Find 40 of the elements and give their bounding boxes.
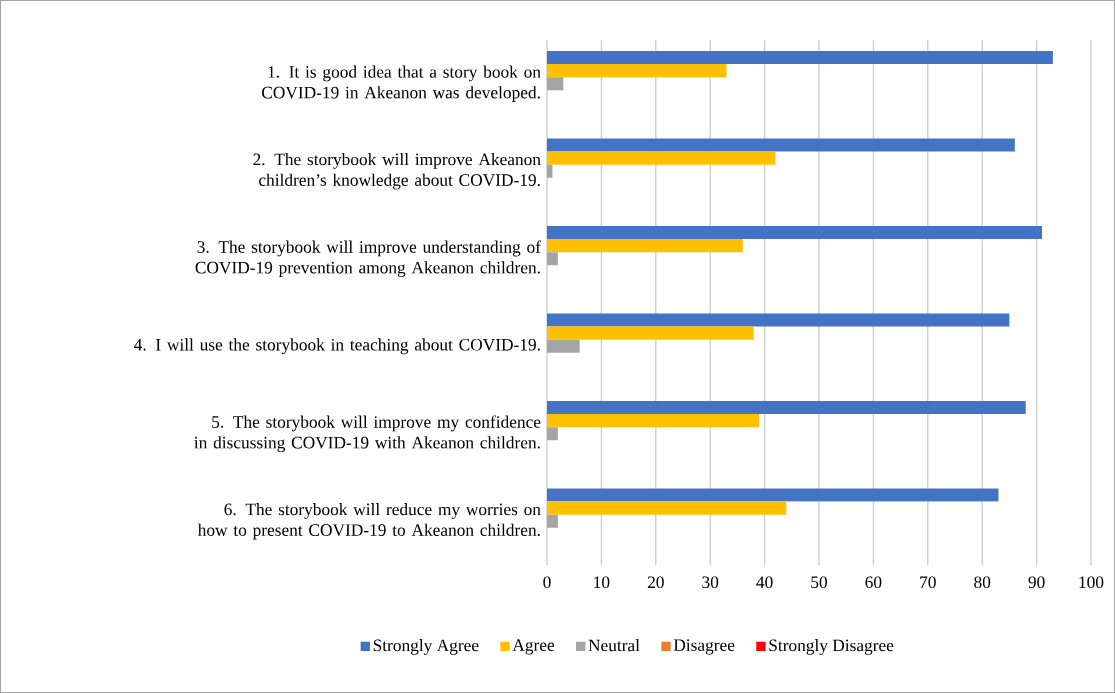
y-tick-label: 5. The storybook will improve my confidence in discussing COVID-19 with Akeanon children.: [194, 415, 541, 453]
bar: [547, 514, 558, 528]
bar: [547, 77, 564, 91]
y-tick-label: 6. The storybook will reduce my worries on how to present COVID-19 to Akeanon children.: [197, 503, 541, 540]
legend-label: Agree: [512, 639, 555, 655]
bar: [547, 326, 754, 340]
bar: [547, 164, 553, 178]
legend-label: Strongly Agree: [373, 639, 479, 655]
bar: [547, 252, 558, 266]
x-tick-label: 30: [702, 576, 719, 589]
bar: [547, 64, 727, 78]
x-tick-label: 80: [974, 576, 991, 589]
y-tick-label: 2. The storybook will improve Akeanon children’s knowledge about COVID-19.: [253, 153, 541, 190]
x-tick-label: 60: [865, 576, 882, 589]
bar: [547, 50, 1053, 65]
y-tick-label: 1. It is good idea that a story book on COVID-19 in Akeanon was developed.: [261, 65, 541, 102]
bar: [547, 414, 760, 428]
bar: [547, 138, 1015, 152]
bar: [547, 151, 776, 165]
bar: [547, 501, 787, 515]
legend-label: Strongly Disagree: [769, 639, 894, 655]
x-tick-label: 40: [756, 576, 773, 589]
x-tick-label: 50: [811, 576, 827, 589]
x-tick-label: 70: [920, 576, 936, 589]
x-tick-label: 10: [594, 576, 610, 589]
bar: [547, 239, 743, 253]
x-tick-label: 90: [1028, 576, 1045, 589]
y-tick-label: 4. I will use the storybook in teaching about COVID-19.: [134, 338, 540, 355]
x-tick-label: 100: [1079, 576, 1104, 589]
x-tick-label: 20: [647, 576, 664, 589]
x-tick-label: 0: [543, 576, 551, 589]
bar: [547, 339, 580, 353]
legend-label: Disagree: [673, 639, 735, 655]
y-tick-label: 3. The storybook will improve understanding of COVID-19 prevention among Akeanon children.: [195, 240, 541, 278]
bar: [547, 427, 558, 441]
legend-label: Neutral: [588, 639, 640, 652]
bar: [547, 313, 1010, 327]
bar: [547, 488, 999, 502]
bar: [547, 400, 1026, 415]
bar: [547, 225, 1043, 240]
